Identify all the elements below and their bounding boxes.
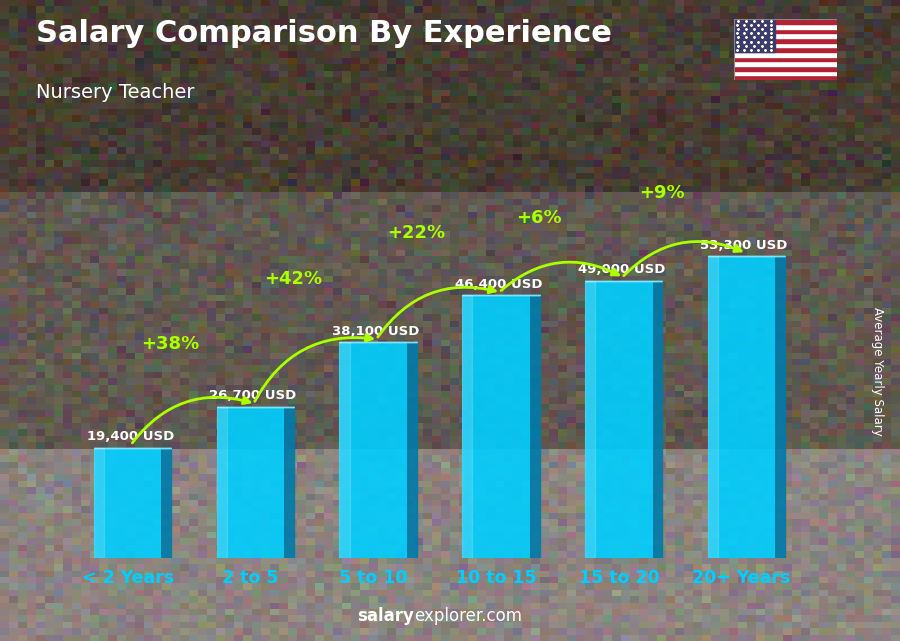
Bar [734, 62, 837, 66]
Polygon shape [652, 281, 662, 558]
Text: 19,400 USD: 19,400 USD [86, 430, 174, 444]
Text: salary: salary [357, 607, 414, 625]
Text: Nursery Teacher: Nursery Teacher [36, 83, 194, 103]
Text: +22%: +22% [387, 224, 446, 242]
Bar [585, 281, 652, 558]
Bar [217, 406, 284, 558]
Polygon shape [776, 256, 785, 558]
Text: 46,400 USD: 46,400 USD [454, 278, 543, 291]
Bar [734, 52, 837, 56]
Text: Average Yearly Salary: Average Yearly Salary [871, 308, 884, 436]
Bar [734, 33, 837, 38]
Bar [734, 24, 837, 29]
Polygon shape [585, 281, 595, 558]
Text: 26,700 USD: 26,700 USD [210, 389, 297, 402]
Polygon shape [407, 342, 417, 558]
Polygon shape [463, 296, 473, 558]
Bar [734, 56, 837, 62]
Bar [734, 71, 837, 76]
Polygon shape [708, 256, 718, 558]
Text: +9%: +9% [639, 185, 685, 203]
Text: Salary Comparison By Experience: Salary Comparison By Experience [36, 19, 612, 48]
Text: +38%: +38% [141, 335, 200, 353]
Bar [734, 29, 837, 33]
Text: explorer.com: explorer.com [414, 607, 522, 625]
Bar [734, 47, 837, 52]
Bar [734, 43, 837, 47]
Text: +42%: +42% [265, 271, 322, 288]
Polygon shape [284, 406, 294, 558]
Bar [94, 448, 161, 558]
Bar [734, 15, 775, 52]
Text: 38,100 USD: 38,100 USD [332, 324, 419, 338]
Polygon shape [217, 406, 227, 558]
Text: 49,000 USD: 49,000 USD [578, 263, 665, 276]
Bar [734, 38, 837, 43]
Text: 53,300 USD: 53,300 USD [700, 238, 788, 252]
Text: +6%: +6% [517, 209, 562, 227]
Polygon shape [161, 448, 171, 558]
Polygon shape [530, 296, 540, 558]
Bar [708, 256, 776, 558]
Bar [734, 66, 837, 71]
Bar [463, 296, 530, 558]
Bar [734, 76, 837, 80]
Polygon shape [339, 342, 349, 558]
Bar [734, 19, 837, 24]
Bar [339, 342, 407, 558]
Polygon shape [94, 448, 104, 558]
